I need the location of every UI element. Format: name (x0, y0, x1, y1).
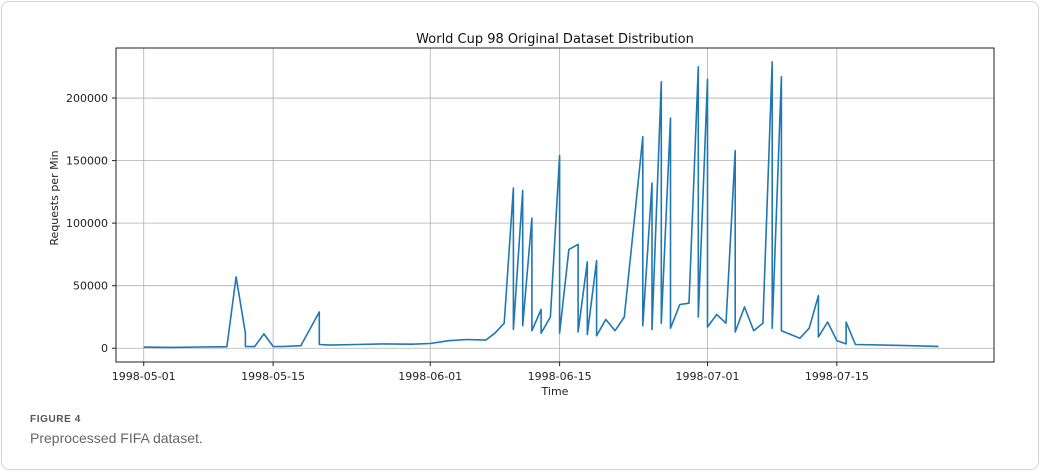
line-chart: 1998-05-01 1998-05-15 1998-06-01 1998-06-15… (48, 32, 995, 398)
series-line (143, 61, 939, 349)
plot-area (115, 47, 995, 363)
chart-title: World Cup 98 Original Dataset Distributi… (416, 32, 694, 47)
grid-lines (116, 48, 994, 362)
y-axis-ticks: 0 50000 100000 150000 200000 (66, 92, 116, 355)
x-axis-label: Time (541, 385, 569, 398)
x-tick-label: 1998-06-01 (398, 370, 462, 383)
y-tick-label: 200000 (66, 92, 108, 105)
y-tick-label: 150000 (66, 155, 108, 168)
y-tick-label: 0 (101, 342, 108, 355)
y-axis-label: Requests per Min (48, 150, 61, 245)
y-tick-label: 100000 (66, 217, 108, 230)
figure-label: FIGURE 4 (30, 414, 81, 425)
x-tick-label: 1998-05-01 (112, 370, 176, 383)
x-tick-label: 1998-07-01 (676, 370, 740, 383)
figure-caption: Preprocessed FIFA dataset. (30, 430, 203, 446)
x-axis-ticks: 1998-05-01 1998-05-15 1998-06-01 1998-06-15… (112, 362, 869, 383)
x-tick-label: 1998-06-15 (528, 370, 592, 383)
x-tick-label: 1998-07-15 (805, 370, 869, 383)
x-tick-label: 1998-05-15 (241, 370, 305, 383)
y-tick-label: 50000 (73, 280, 108, 293)
